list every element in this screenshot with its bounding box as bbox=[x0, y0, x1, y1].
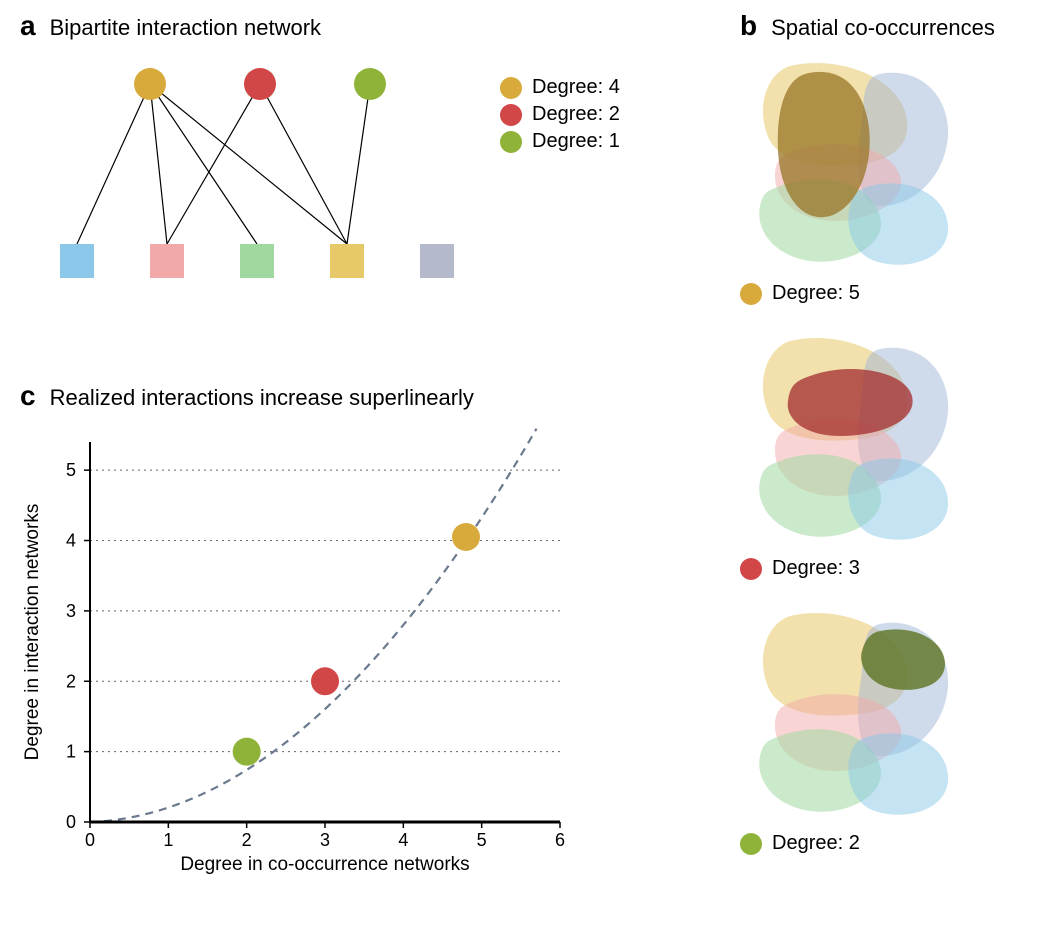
caption-label: Degree: 3 bbox=[772, 557, 860, 580]
range-blob bbox=[848, 183, 948, 264]
spatial-caption: Degree: 5 bbox=[740, 282, 1040, 305]
bottom-node bbox=[150, 244, 184, 278]
spatial-blobs-container: Degree: 5 Degree: 3 Degree: 2 bbox=[740, 56, 1040, 855]
panel-c: c Realized interactions increase superli… bbox=[20, 380, 700, 882]
legend-row: Degree: 1 bbox=[500, 130, 620, 153]
network-edge bbox=[77, 84, 150, 244]
x-tick-label: 1 bbox=[163, 830, 173, 850]
spatial-map: Degree: 3 bbox=[740, 331, 1040, 580]
panel-b-label: b bbox=[740, 10, 757, 42]
spatial-caption: Degree: 2 bbox=[740, 832, 1040, 855]
range-blob bbox=[848, 733, 948, 814]
network-edge bbox=[167, 84, 260, 244]
panel-a-header: a Bipartite interaction network bbox=[20, 10, 700, 42]
x-tick-label: 5 bbox=[477, 830, 487, 850]
panel-b: b Spatial co-occurrences Degree: 5Degree… bbox=[740, 10, 1040, 855]
caption-dot bbox=[740, 283, 762, 305]
bottom-node bbox=[240, 244, 274, 278]
bottom-node bbox=[330, 244, 364, 278]
range-blob bbox=[848, 458, 948, 539]
panel-a-legend: Degree: 4 Degree: 2 Degree: 1 bbox=[500, 72, 620, 157]
top-node bbox=[354, 68, 386, 100]
caption-dot bbox=[740, 558, 762, 580]
network-edge bbox=[260, 84, 347, 244]
x-tick-label: 3 bbox=[320, 830, 330, 850]
panel-a: a Bipartite interaction network Degree: … bbox=[20, 10, 700, 284]
y-tick-label: 0 bbox=[66, 812, 76, 832]
x-tick-label: 6 bbox=[555, 830, 565, 850]
spatial-map-svg bbox=[740, 331, 960, 551]
y-tick-label: 2 bbox=[66, 671, 76, 691]
panel-c-label: c bbox=[20, 380, 36, 412]
legend-label: Degree: 4 bbox=[532, 76, 620, 99]
legend-label: Degree: 1 bbox=[532, 130, 620, 153]
x-axis-label: Degree in co-occurrence networks bbox=[180, 854, 469, 875]
network-edge bbox=[347, 84, 370, 244]
y-tick-label: 1 bbox=[66, 742, 76, 762]
network-edge bbox=[150, 84, 257, 244]
data-point bbox=[311, 667, 339, 695]
spatial-caption: Degree: 3 bbox=[740, 557, 1040, 580]
data-point bbox=[452, 523, 480, 551]
caption-dot bbox=[740, 833, 762, 855]
caption-label: Degree: 5 bbox=[772, 282, 860, 305]
legend-dot bbox=[500, 131, 522, 153]
panel-a-label: a bbox=[20, 10, 36, 42]
y-tick-label: 5 bbox=[66, 460, 76, 480]
panel-c-title: Realized interactions increase superline… bbox=[50, 385, 474, 411]
panel-b-title: Spatial co-occurrences bbox=[771, 15, 995, 41]
legend-dot bbox=[500, 77, 522, 99]
x-tick-label: 2 bbox=[242, 830, 252, 850]
spatial-map-svg bbox=[740, 56, 960, 276]
scatter-chart-svg: 0 1 2 3 4 5 6 0 1 2 3 4 5 Degree in co-occurrence net… bbox=[20, 422, 580, 882]
legend-row: Degree: 2 bbox=[500, 103, 620, 126]
y-tick-label: 4 bbox=[66, 531, 76, 551]
x-tick-label: 0 bbox=[85, 830, 95, 850]
y-tick-label: 3 bbox=[66, 601, 76, 621]
spatial-map-svg bbox=[740, 606, 960, 826]
legend-row: Degree: 4 bbox=[500, 76, 620, 99]
network-edge bbox=[150, 84, 347, 244]
bottom-node bbox=[60, 244, 94, 278]
spatial-map: Degree: 2 bbox=[740, 606, 1040, 855]
network-edge bbox=[150, 84, 167, 244]
x-tick-label: 4 bbox=[398, 830, 408, 850]
spatial-map: Degree: 5 bbox=[740, 56, 1040, 305]
data-point bbox=[233, 738, 261, 766]
panel-a-title: Bipartite interaction network bbox=[50, 15, 321, 41]
panel-c-header: c Realized interactions increase superli… bbox=[20, 380, 700, 412]
top-node bbox=[244, 68, 276, 100]
fit-curve bbox=[90, 429, 537, 822]
panel-b-header: b Spatial co-occurrences bbox=[740, 10, 1040, 42]
legend-dot bbox=[500, 104, 522, 126]
y-axis-label: Degree in interaction networks bbox=[22, 504, 43, 761]
top-node bbox=[134, 68, 166, 100]
legend-label: Degree: 2 bbox=[532, 103, 620, 126]
bipartite-network-svg bbox=[20, 54, 470, 284]
caption-label: Degree: 2 bbox=[772, 832, 860, 855]
bottom-node bbox=[420, 244, 454, 278]
